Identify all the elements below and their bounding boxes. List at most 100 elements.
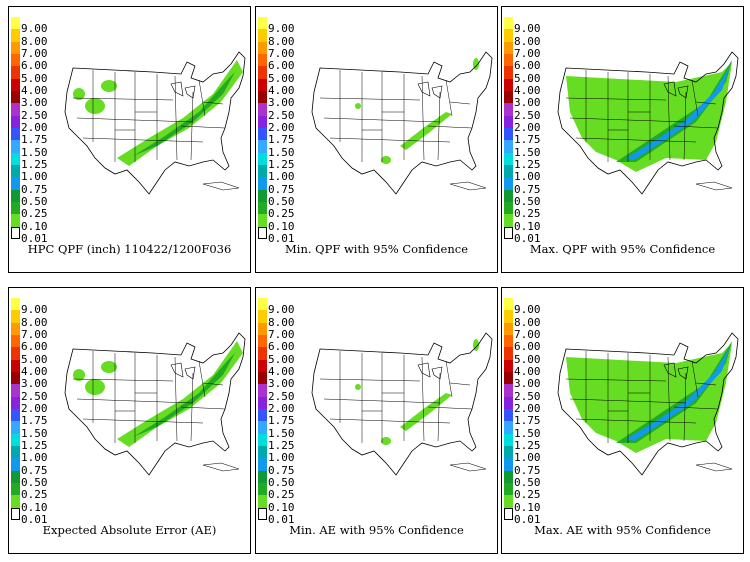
- us-precip-map: [557, 332, 739, 476]
- precip-area-light: [73, 369, 85, 381]
- legend-swatch: [11, 103, 20, 116]
- legend-label: 5.00: [514, 352, 541, 366]
- legend-swatch: [11, 347, 20, 360]
- legend-label: 9.00: [514, 303, 541, 317]
- legend-swatch: [504, 483, 513, 496]
- legend-swatch: [258, 91, 267, 104]
- legend-swatch: [258, 322, 267, 335]
- state-border: [329, 418, 451, 424]
- legend-label: 1.25: [21, 158, 48, 171]
- state-border: [190, 372, 194, 442]
- state-border: [76, 398, 194, 404]
- legend-swatch: [11, 396, 20, 409]
- precip-area-light: [566, 343, 732, 453]
- state-border: [691, 79, 699, 117]
- precip-area-light: [85, 379, 105, 395]
- legend-swatch: [11, 140, 20, 153]
- legend-swatch: [504, 103, 513, 116]
- legend-swatch: [504, 78, 513, 91]
- legend-swatch: [11, 470, 20, 483]
- legend-label: 0.10: [268, 219, 295, 233]
- state-border: [667, 75, 671, 161]
- cuba-outline: [202, 181, 240, 191]
- legend-label: 0.10: [21, 219, 48, 233]
- legend-label: 1.50: [268, 426, 295, 440]
- us-precip-map: [64, 332, 246, 476]
- state-border: [72, 378, 174, 382]
- legend-swatch: [258, 214, 267, 227]
- panel-caption: Min. AE with 95% Confidence: [289, 523, 464, 537]
- legend-swatch: [258, 41, 267, 54]
- precip-area-light: [566, 62, 732, 172]
- legend-swatch: [504, 298, 513, 311]
- legend-swatch: [504, 347, 513, 360]
- state-border: [565, 97, 667, 101]
- legend-label: 3.00: [21, 96, 48, 110]
- state-border: [82, 418, 204, 424]
- legend-swatch: [504, 177, 513, 190]
- cuba-outline: [695, 181, 733, 191]
- us-precip-map: [64, 51, 246, 195]
- legend-label: 0.25: [268, 488, 295, 502]
- state-border: [174, 75, 178, 161]
- legend-swatch: [11, 335, 20, 348]
- legend-label: 1.75: [21, 414, 48, 428]
- legend-swatch: [504, 433, 513, 446]
- legend-label: 2.00: [514, 402, 541, 415]
- legend-swatch: [11, 91, 20, 104]
- legend-swatch: [258, 458, 267, 471]
- legend-label: 2.50: [268, 108, 295, 122]
- panel-caption: HPC QPF (inch) 110422/1200F036: [27, 242, 232, 256]
- legend-label: 8.00: [268, 34, 295, 48]
- legend-label: 0.01: [514, 513, 541, 526]
- legend-label: 1.50: [21, 426, 48, 440]
- legend-swatch: [258, 17, 267, 30]
- precip-area-light: [117, 60, 243, 166]
- precip-area-light: [117, 341, 243, 447]
- legend-swatch: [258, 335, 267, 348]
- state-border: [421, 356, 425, 442]
- legend-label: 0.25: [514, 207, 541, 221]
- legend-label: 1.75: [514, 414, 541, 428]
- state-border: [76, 117, 194, 123]
- legend-swatch: [258, 66, 267, 79]
- state-border: [683, 372, 687, 442]
- legend-label: 1.00: [514, 451, 541, 465]
- state-border: [437, 91, 441, 161]
- legend-swatch: [258, 396, 267, 409]
- legend-swatch: [504, 152, 513, 165]
- legend-label: 0.25: [514, 488, 541, 502]
- legend-swatch: [504, 91, 513, 104]
- legend-swatch: [11, 507, 20, 520]
- legend-swatch: [504, 214, 513, 227]
- legend-swatch: [258, 128, 267, 141]
- great-lakes: [170, 81, 196, 99]
- legend-label: 6.00: [21, 340, 48, 354]
- legend-swatch: [258, 202, 267, 215]
- state-border: [569, 117, 687, 123]
- legend-label: 1.75: [514, 133, 541, 147]
- legend-label: 0.75: [268, 463, 295, 477]
- legend-label: 0.01: [514, 232, 541, 245]
- state-border: [695, 382, 717, 386]
- legend-label: 4.00: [21, 365, 48, 378]
- legend-swatch: [258, 483, 267, 496]
- legend-swatch: [504, 507, 513, 520]
- legend-swatch: [258, 189, 267, 202]
- state-border: [174, 356, 178, 442]
- map-panel: 9.00 8.00 7.00 6.00 5.00 4.00 3.00 2.50 2.00 1.75…: [8, 287, 251, 554]
- state-border: [190, 91, 194, 161]
- us-outline: [64, 332, 246, 476]
- legend-swatch: [11, 54, 20, 67]
- legend-swatch: [258, 384, 267, 397]
- legend-swatch: [504, 470, 513, 483]
- legend-swatch: [11, 202, 20, 215]
- legend-label: 2.00: [268, 121, 295, 134]
- legend-swatch: [504, 140, 513, 153]
- color-legend: 9.00 8.00 7.00 6.00 5.00 4.00 3.00 2.50 2.00 1.75…: [504, 298, 550, 525]
- legend-swatch: [258, 495, 267, 508]
- legend-swatch: [258, 298, 267, 311]
- state-border: [72, 97, 174, 101]
- legend-swatch: [258, 29, 267, 42]
- legend-label: 5.00: [21, 71, 48, 85]
